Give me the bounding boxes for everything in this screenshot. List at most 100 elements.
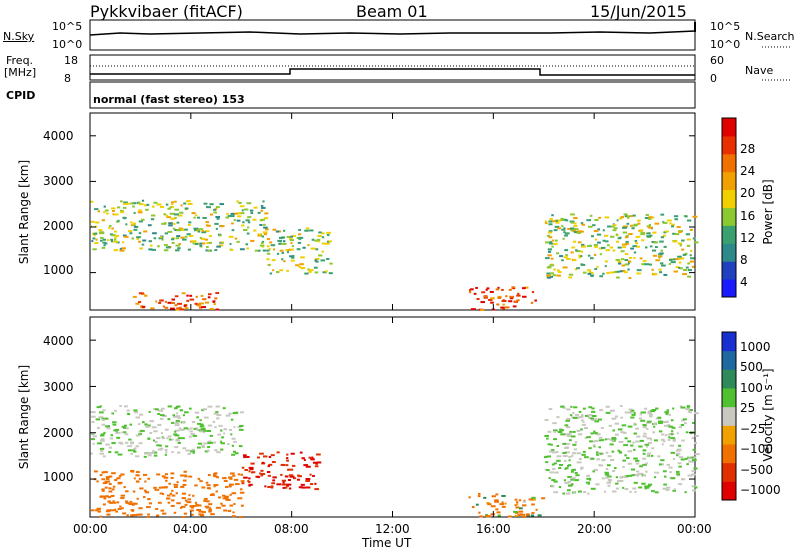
velocity-cell — [244, 469, 248, 472]
velocity-cell — [219, 440, 223, 443]
velocity-cell — [590, 487, 596, 490]
power-cell — [547, 254, 552, 257]
power-cell — [636, 272, 642, 275]
velocity-cell — [175, 412, 179, 415]
power-cell — [164, 306, 169, 309]
velocity-cell — [657, 422, 663, 425]
power-cell — [215, 308, 220, 311]
power-cell — [612, 249, 616, 252]
velocity-cell — [284, 486, 288, 489]
power-cell — [177, 302, 183, 305]
velocity-cell — [229, 428, 233, 431]
power-cell — [300, 256, 305, 259]
power-cell — [113, 213, 119, 216]
velocity-cell — [197, 477, 201, 480]
velocity-cell — [135, 416, 141, 419]
xtick-1600: 16:00 — [476, 522, 511, 536]
velocity-cell — [547, 430, 552, 433]
power-cell — [179, 211, 184, 214]
power-cell — [668, 263, 671, 266]
power-cell — [170, 206, 174, 209]
velocity-cell — [622, 486, 625, 489]
power-cell — [651, 216, 655, 219]
velocity-cell — [205, 500, 210, 503]
power-data — [90, 199, 699, 312]
power-cell — [178, 306, 182, 309]
velocity-cell — [168, 482, 171, 485]
velocity-cell — [640, 419, 646, 422]
velocity-cell — [221, 504, 226, 507]
power-cell — [170, 201, 175, 204]
velocity-cell — [607, 484, 611, 487]
power-cell — [194, 243, 199, 246]
velocity-cell — [180, 485, 185, 488]
power-cell — [307, 244, 310, 247]
power-cell — [201, 237, 206, 240]
power-cell — [107, 239, 110, 242]
power-cell — [570, 221, 575, 224]
radar-title: Pykkvibaer (fitACF) — [90, 2, 243, 21]
velocity-cell — [199, 419, 202, 422]
power-cell — [517, 292, 520, 295]
power-cell — [616, 219, 619, 222]
velocity-cell — [471, 506, 475, 509]
power-cell — [261, 206, 266, 209]
velocity-cell — [195, 504, 199, 507]
power-cell — [305, 227, 310, 230]
velocity-cell — [222, 497, 226, 500]
power-cell — [148, 240, 153, 243]
velocity-cell — [276, 451, 280, 454]
velocity-cell — [490, 513, 496, 516]
power-cell — [138, 301, 142, 304]
power-cell — [328, 240, 332, 243]
velocity-cell — [203, 499, 207, 502]
velocity-cell — [233, 411, 239, 414]
velocity-cell — [288, 474, 294, 477]
velocity-cell — [242, 454, 247, 457]
velocity-cell — [115, 510, 119, 513]
velocity-cell — [192, 451, 195, 454]
velocity-cell — [627, 462, 632, 465]
velocity-cell — [553, 429, 558, 432]
velocity-cell — [119, 505, 122, 508]
velocity-cell — [251, 471, 256, 474]
velocity-colorbar-tick: 1000 — [740, 339, 771, 354]
power-cell — [267, 263, 271, 266]
power-ytick-3000: 3000 — [43, 174, 74, 188]
velocity-cell — [185, 449, 191, 452]
power-cell — [648, 223, 651, 226]
velocity-cell — [192, 494, 195, 497]
velocity-cell — [146, 506, 151, 509]
velocity-cell — [668, 436, 671, 439]
velocity-cell — [551, 479, 556, 482]
velocity-cell — [597, 452, 601, 455]
velocity-cell — [102, 455, 106, 458]
power-cell — [177, 214, 183, 217]
velocity-cell — [260, 474, 264, 477]
velocity-cell — [670, 433, 673, 436]
velocity-cell — [692, 448, 696, 451]
velocity-cell — [144, 452, 149, 455]
power-cell — [604, 216, 610, 219]
power-cell — [93, 232, 98, 235]
velocity-cell — [605, 476, 610, 479]
velocity-cell — [286, 483, 292, 486]
power-cell — [231, 229, 235, 232]
velocity-cell — [116, 501, 120, 504]
velocity-cell — [595, 451, 599, 454]
velocity-cell — [228, 485, 232, 488]
velocity-cell — [247, 480, 250, 483]
power-cell — [111, 234, 116, 237]
power-cell — [544, 220, 548, 223]
power-cell — [95, 221, 100, 224]
power-cell — [321, 242, 326, 245]
velocity-cell — [178, 427, 182, 430]
velocity-cell — [642, 449, 647, 452]
power-cell — [161, 222, 166, 225]
power-cell — [626, 215, 631, 218]
velocity-cell — [546, 469, 550, 472]
power-cell — [511, 286, 516, 289]
velocity-cell — [107, 496, 112, 499]
velocity-cell — [647, 412, 652, 415]
power-cell — [551, 245, 554, 248]
